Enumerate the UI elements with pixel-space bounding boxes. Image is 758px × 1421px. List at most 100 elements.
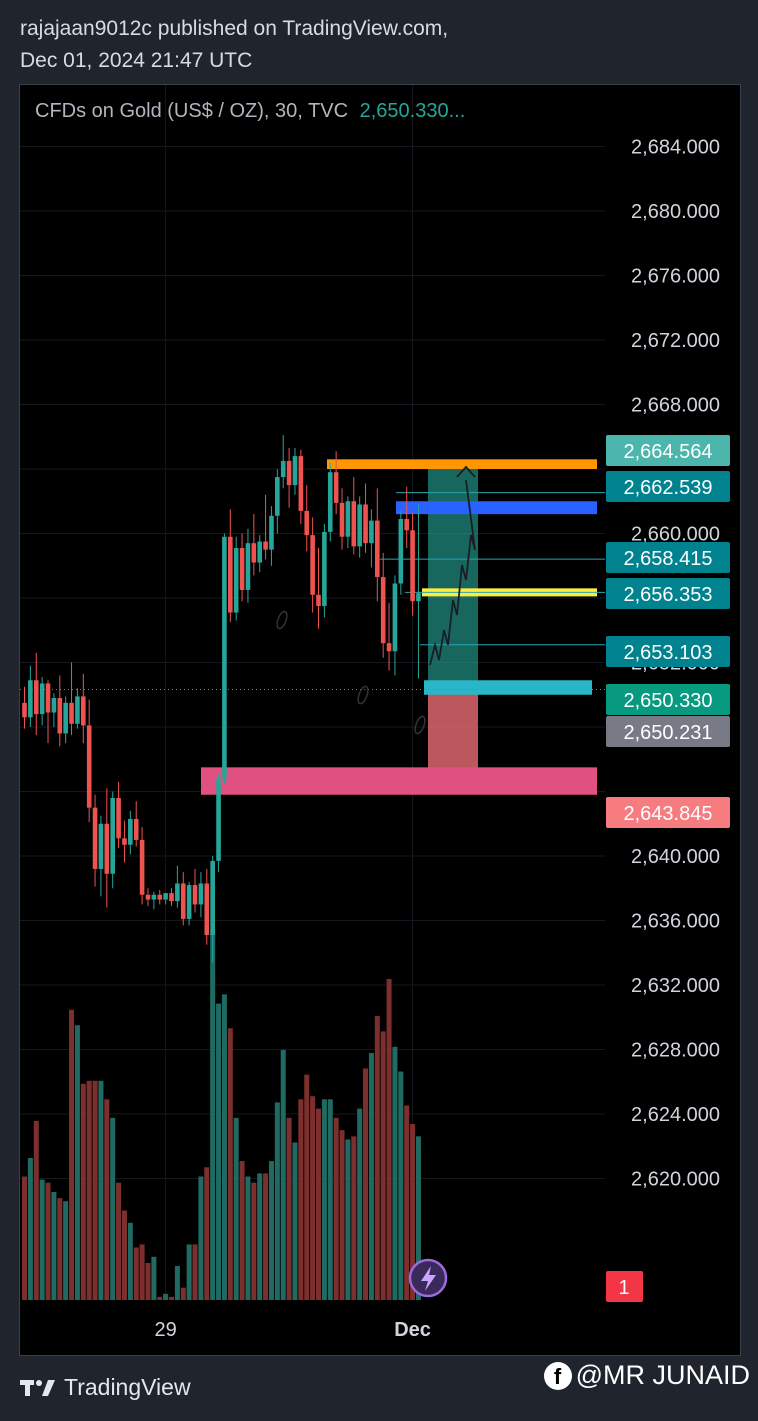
volume-bar (151, 1256, 157, 1300)
candle-body (75, 696, 80, 724)
volume-bar (351, 1136, 357, 1300)
candle-body (128, 818, 133, 845)
price-label-text: 2,662.539 (624, 477, 713, 499)
candle-body (204, 883, 210, 936)
facebook-icon: f (543, 1361, 572, 1390)
volume-bar (116, 1182, 122, 1300)
candle-body (275, 477, 280, 516)
loop-marker (276, 610, 288, 630)
volume-bar (280, 1049, 286, 1300)
volume-bar (357, 1108, 363, 1300)
volume-bar (74, 1025, 80, 1300)
volume-bar (139, 1244, 145, 1300)
author-watermark: f @MR JUNAID (543, 1360, 750, 1391)
candle-body (157, 894, 163, 900)
candle-body (69, 702, 74, 724)
volume-bar (133, 1247, 139, 1300)
volume-bar (227, 1028, 233, 1300)
candle-body (86, 725, 92, 808)
volume-bar (98, 1080, 104, 1300)
candle-body (280, 460, 286, 478)
volume-bar (57, 1198, 63, 1300)
price-label-text: 2,643.845 (624, 803, 713, 825)
chart-frame[interactable]: 2,684.000 2,680.000 2,676.000 2,672.000 2,66… (19, 84, 741, 1356)
candle-body (133, 818, 139, 840)
candle-body (163, 893, 168, 900)
candle-body (245, 543, 251, 590)
candle-body (216, 778, 221, 861)
volume-bar (339, 1130, 345, 1300)
volume-bar (410, 1124, 416, 1300)
y-tick-label: 2,632.000 (631, 975, 720, 997)
volume-bar (298, 1099, 304, 1300)
volume-bar (39, 1179, 45, 1300)
price-chart[interactable]: 2,684.000 2,680.000 2,676.000 2,672.000 2,66… (20, 85, 740, 1355)
volume-bar (27, 1157, 33, 1300)
price-label: 2,656.353 (606, 578, 730, 609)
volume-bar (192, 1244, 198, 1300)
candle-body (198, 883, 204, 905)
price-label-text: 2,650.330 (624, 690, 713, 712)
volume-bar (286, 1117, 292, 1300)
volume-bar (45, 1182, 51, 1300)
price-label-text: 2,653.103 (624, 642, 713, 664)
projection-arrow (456, 465, 476, 478)
candle-body (145, 894, 151, 900)
candle-body (380, 577, 386, 644)
volume-bar (321, 1099, 327, 1300)
y-tick-label: 2,672.000 (631, 330, 720, 352)
volume-bar (92, 1080, 98, 1300)
candle-body (122, 838, 127, 845)
volume-bar (210, 929, 216, 1300)
candle-body (363, 504, 368, 544)
price-label: 2,650.330 (606, 684, 730, 715)
volume-bar (221, 994, 227, 1300)
volume-bar (398, 1071, 404, 1300)
volume-bar (169, 1296, 174, 1300)
candle-body (351, 501, 357, 547)
volume-bar (380, 1031, 386, 1300)
volume-bar (327, 1099, 333, 1300)
price-label-box (606, 471, 730, 502)
loop-marker (414, 715, 426, 735)
candle-body (233, 548, 239, 613)
y-tick-label: 2,636.000 (631, 911, 720, 933)
volume-bar (198, 1176, 204, 1300)
candle-body (286, 460, 292, 486)
price-label-box (606, 797, 730, 828)
price-label-text: 2,650.231 (624, 722, 713, 744)
candle-body (63, 702, 68, 734)
candle-body (269, 515, 274, 550)
candle-body (398, 518, 404, 584)
volume-bar (145, 1262, 151, 1300)
lightning-icon[interactable] (408, 1258, 448, 1298)
volume-bar (110, 1117, 116, 1300)
y-tick-label: 2,640.000 (631, 846, 720, 868)
y-tick-label: 2,680.000 (631, 201, 720, 223)
tradingview-logo[interactable]: TradingView (20, 1374, 191, 1401)
price-label: 2,643.845 (606, 797, 730, 828)
candle-body (298, 456, 304, 511)
y-tick-label: 2,684.000 (631, 136, 720, 158)
candle-body (81, 696, 86, 726)
volume-bar (374, 1015, 380, 1300)
volume-bar (33, 1120, 39, 1300)
candle-body (186, 885, 192, 919)
volume-bar (186, 1244, 192, 1300)
candle-body (410, 530, 415, 602)
volume-bar (345, 1139, 351, 1300)
price-label-box (606, 636, 730, 667)
volume-bar (63, 1201, 69, 1300)
volume-bar (292, 1142, 298, 1300)
candle-body (110, 797, 115, 874)
candle-body (327, 472, 333, 532)
projection-path (429, 479, 476, 666)
y-tick-label: 2,628.000 (631, 1040, 720, 1062)
volume-bar (86, 1080, 92, 1300)
candle-body (98, 823, 104, 869)
candle-body (339, 502, 345, 537)
volume-bar (263, 1173, 269, 1300)
volume-bar (304, 1074, 310, 1300)
alert-badge-text: 1 (618, 1277, 629, 1299)
candle-body (175, 883, 180, 902)
